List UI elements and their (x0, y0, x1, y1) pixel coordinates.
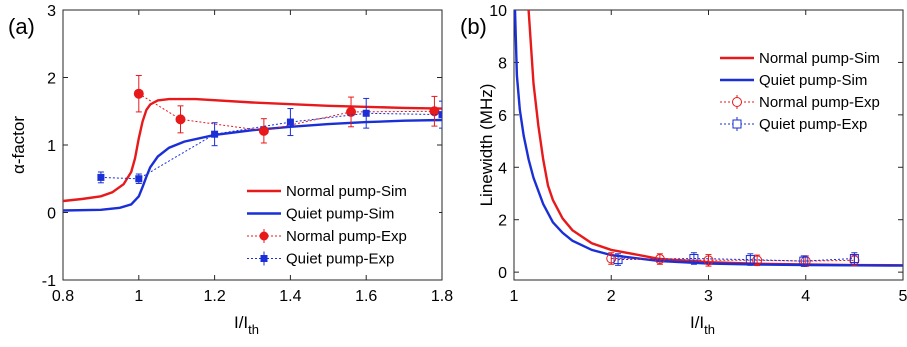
y-tick-label: 6 (498, 108, 507, 125)
panel-a: 0.8 1 1.2 1.4 1.6 1.8 -1 0 1 2 3 I/Ith α-factor (a) No… (8, 3, 453, 337)
series-line (63, 97, 442, 203)
data-point (799, 256, 809, 266)
legend-marker (259, 231, 269, 241)
data-point (689, 254, 699, 264)
data-point (211, 130, 219, 138)
plot-area (63, 74, 442, 212)
x-tick-label: 1.8 (431, 288, 453, 305)
x-tick-label: 0.8 (52, 288, 74, 305)
panel-b: 1 2 3 4 5 0 2 4 6 8 10 I/Ith Linewidth (MHz) (b) Norma… (460, 3, 907, 337)
y-axis-label: α-factor (9, 116, 28, 174)
x-axis-label-main: I/I (690, 313, 704, 332)
data-point (606, 253, 617, 264)
x-tick-label: 1.6 (355, 288, 377, 305)
legend-marker (732, 119, 742, 129)
plot-area (514, 10, 903, 267)
data-point (133, 88, 144, 99)
x-tick-label: 1.2 (203, 288, 225, 305)
data-point (135, 175, 143, 183)
data-point (97, 173, 105, 181)
data-point (752, 255, 763, 266)
data-point (745, 255, 755, 265)
legend-label: Quiet pump-Sim (286, 206, 394, 223)
y-tick-label: 3 (47, 3, 56, 20)
y-tick-label: 2 (47, 71, 56, 88)
x-tick-label: 3 (704, 288, 713, 305)
x-tick-label: 4 (801, 288, 810, 305)
y-tick-label: 0 (498, 265, 507, 282)
x-tick-label: 2 (607, 288, 616, 305)
legend-label: Quiet pump-Exp (759, 116, 867, 133)
series-line (100, 112, 442, 180)
y-tick-label: 1 (47, 138, 56, 155)
x-axis-label-sub: th (704, 322, 715, 337)
series-line (514, 10, 903, 267)
legend-label: Quiet pump-Sim (759, 72, 867, 89)
y-tick-label: 8 (498, 55, 507, 72)
y-tick-label: 4 (498, 160, 507, 177)
data-point (849, 254, 859, 264)
x-tick-label: 1 (134, 288, 143, 305)
data-point (175, 114, 186, 125)
legend-marker (732, 97, 742, 107)
panel-label: (a) (8, 14, 35, 39)
legend: Normal pump-Sim Quiet pump-Sim Normal pump… (716, 45, 898, 133)
legend-label: Normal pump-Sim (759, 50, 880, 67)
data-point (258, 125, 269, 136)
legend-label: Normal pump-Exp (759, 94, 880, 111)
x-axis-label: I/Ith (234, 313, 259, 337)
x-tick-label: 5 (899, 288, 907, 305)
data-point (613, 255, 623, 265)
legend-label: Normal pump-Exp (286, 228, 407, 245)
legend-label: Quiet pump-Exp (286, 251, 394, 268)
data-point (703, 255, 714, 266)
x-axis-label-main: I/I (234, 313, 248, 332)
y-tick-label: 2 (498, 213, 507, 230)
data-point (362, 109, 370, 117)
y-axis-label: Linewidth (MHz) (477, 84, 496, 207)
y-tick-label: 0 (47, 206, 56, 223)
legend-marker (260, 255, 268, 262)
y-tick-label: 10 (489, 3, 507, 20)
legend: Normal pump-Sim Quiet pump-Sim Normal pump… (243, 178, 439, 274)
series-line (63, 118, 442, 212)
x-axis-label: I/Ith (690, 313, 715, 337)
y-tick-label: -1 (42, 273, 56, 290)
data-point (346, 106, 357, 117)
panel-label: (b) (460, 14, 487, 39)
data-point (286, 118, 294, 126)
data-point (438, 111, 442, 119)
legend-label: Normal pump-Sim (286, 183, 407, 200)
x-tick-label: 1 (510, 288, 519, 305)
x-tick-label: 1.4 (279, 288, 301, 305)
x-axis-label-sub: th (248, 322, 259, 337)
